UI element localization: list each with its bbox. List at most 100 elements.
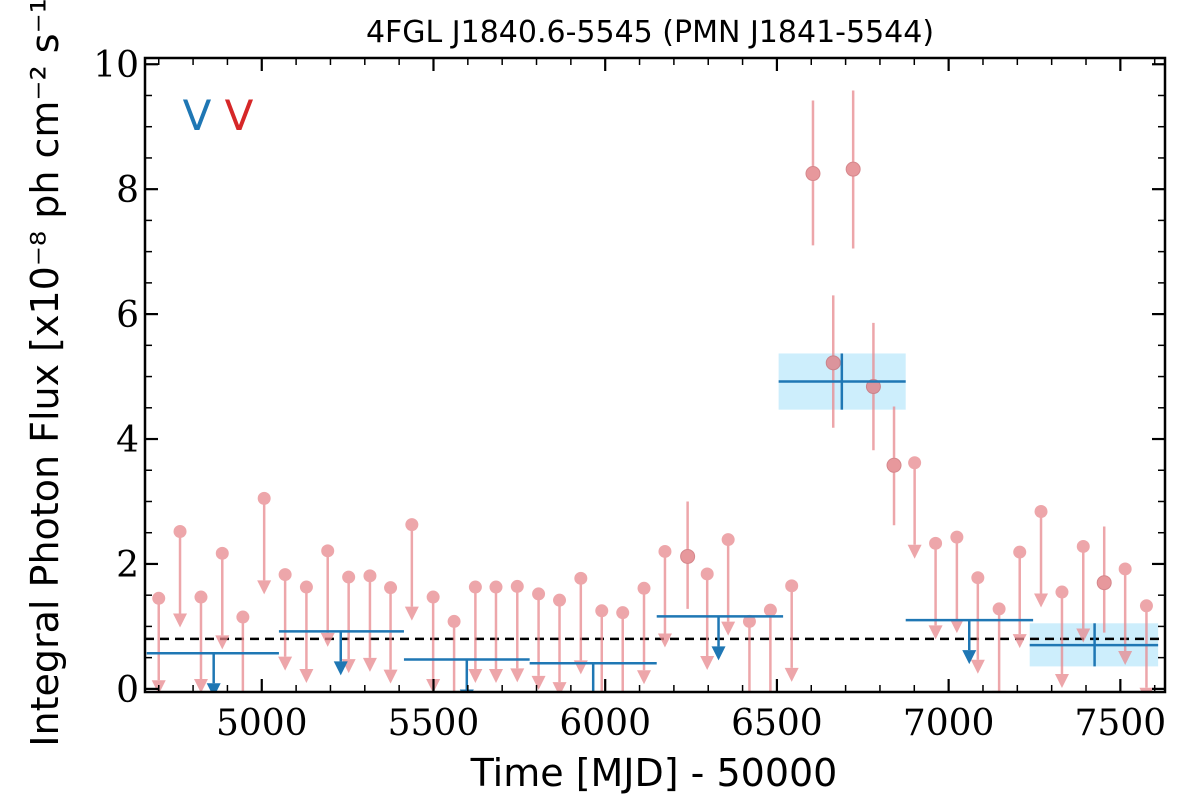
chart-title: 4FGL J1840.6-5545 (PMN J1841-5544) [366,15,934,50]
y-axis-label: Integral Photon Flux [x10⁻⁸ ph cm⁻² s⁻¹] [23,0,67,747]
pink-upper-limit-point [236,610,250,624]
pink-upper-limit-arrow [488,669,503,684]
blue-upper-limit-arrow [962,650,977,665]
pink-upper-limit-arrow [970,659,985,674]
pink-data-point [1096,575,1112,591]
y-tick-label: 6 [116,295,139,336]
pink-upper-limit-point [595,604,609,618]
series-pink [151,90,1154,692]
pink-upper-limit-arrow [784,667,799,682]
pink-upper-limit-point [426,590,440,604]
pink-upper-limit-point [342,570,356,584]
pink-upper-limit-point [1013,545,1027,559]
series-blue [146,353,1159,692]
x-tick-label: 6000 [559,703,651,744]
pink-data-point [805,166,821,182]
pink-upper-limit-arrow [193,679,208,692]
pink-upper-limit-arrow [531,675,546,690]
pink-upper-limit-arrow [637,670,652,685]
pink-upper-limit-arrow [404,606,419,621]
pink-upper-limit-point [384,581,398,595]
x-tick-label: 5000 [216,703,308,744]
pink-upper-limit-point [929,536,943,550]
pink-upper-limit-point [658,544,672,558]
pink-upper-limit-point [1139,599,1153,613]
pink-upper-limit-arrow [657,633,672,648]
pink-upper-limit-point [321,544,335,558]
pink-upper-limit-point [785,579,799,593]
pink-upper-limit-point [553,593,567,607]
pink-upper-limit-point [489,580,503,594]
pink-upper-limit-point [215,546,229,560]
legend-marker: V [225,91,254,140]
pink-upper-limit-point [908,456,922,470]
pink-upper-limit-arrow [278,656,293,671]
plot-frame [143,56,1167,694]
pink-upper-limit-arrow [1054,674,1069,689]
pink-upper-limit-point [257,491,271,505]
pink-upper-limit-arrow [1139,687,1154,692]
pink-upper-limit-arrow [383,669,398,684]
y-tick-label: 2 [116,545,139,586]
pink-upper-limit-point [173,524,187,538]
blue-upper-limit-arrow [333,661,348,676]
pink-upper-limit-point [363,569,377,583]
pink-upper-limit-point [616,606,630,620]
y-tick-label: 0 [116,670,139,711]
pink-upper-limit-point [700,567,714,581]
pink-upper-limit-arrow [700,655,715,670]
pink-data-point [865,379,881,395]
pink-upper-limit-arrow [1118,650,1133,665]
pink-upper-limit-point [763,603,777,617]
blue-upper-limit-arrow [206,683,221,692]
pink-upper-limit-arrow [468,669,483,684]
pink-upper-limit-point [278,568,292,582]
y-tick-label: 4 [116,420,139,461]
pink-upper-limit-arrow [1076,628,1091,643]
pink-data-point [825,355,841,371]
pink-upper-limit-point [992,602,1006,616]
pink-upper-limit-arrow [552,682,567,692]
pink-data-point [886,457,902,473]
pink-upper-limit-arrow [721,621,736,636]
pink-upper-limit-point [194,590,208,604]
pink-upper-limit-point [468,580,482,594]
pink-data-point [680,548,696,564]
axis-ticks [145,58,1165,692]
pink-upper-limit-point [510,579,524,593]
pink-upper-limit-point [1118,562,1132,576]
pink-upper-limit-point [1076,539,1090,553]
pink-upper-limit-point [447,614,461,628]
pink-upper-limit-arrow [928,625,943,640]
pink-upper-limit-point [637,581,651,595]
pink-upper-limit-point [574,571,588,585]
pink-upper-limit-arrow [907,544,922,559]
pink-upper-limit-arrow [510,668,525,683]
pink-upper-limit-arrow [257,580,272,595]
pink-upper-limit-point [950,530,964,544]
x-tick-label: 6500 [731,703,823,744]
pink-upper-limit-arrow [215,635,230,650]
blue-upper-limit-arrow [711,646,726,661]
pink-upper-limit-arrow [320,632,335,647]
pink-upper-limit-arrow [1012,634,1027,649]
pink-upper-limit-arrow [1034,593,1049,608]
pink-upper-limit-point [721,533,735,547]
x-tick-label: 5500 [388,703,480,744]
pink-upper-limit-arrow [173,613,188,628]
data-marks [146,90,1159,692]
pink-upper-limit-point [1034,504,1048,518]
pink-upper-limit-point [299,580,313,594]
pink-upper-limit-arrow [299,669,314,684]
pink-upper-limit-arrow [362,657,377,672]
pink-upper-limit-point [405,518,419,532]
x-axis-label: Time [MJD] - 50000 [470,751,838,795]
x-tick-label: 7500 [1075,703,1167,744]
pink-upper-limit-point [742,614,756,628]
tick-labels: 5000 5500 6000 6500 7000 7500 0 2 4 6 8 10 [93,45,1166,744]
legend-marker: V [183,91,212,140]
pink-data-point [845,161,861,177]
pink-upper-limit-arrow [949,619,964,634]
pink-upper-limit-point [152,591,166,605]
